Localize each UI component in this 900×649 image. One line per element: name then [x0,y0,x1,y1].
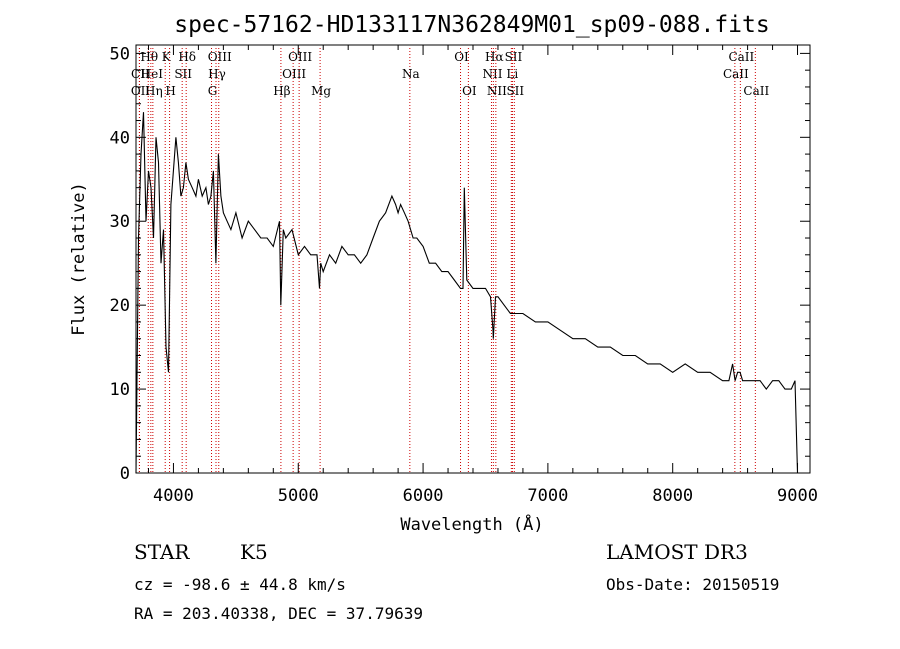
emission-lines: CIIOIIHθHeIHηKHSIIHδGHγOIIIHβOIIIOIIIMgN… [131,48,769,473]
series-line-spectrum [135,112,799,474]
observation-date: Obs-Date: 20150519 [606,575,780,594]
x-tick-label-2: 6000 [403,486,444,506]
line-label-2: Hθ [140,50,158,64]
line-label-15: Mg [311,84,331,98]
line-label-25: CaII [723,67,749,81]
line-label-16: Na [402,67,420,81]
line-label-13: OIII [282,67,306,81]
line-label-7: SII [174,67,192,81]
line-label-21: NII [487,84,507,98]
line-label-19: NII [482,67,502,81]
y-tick-label-2: 20 [110,296,130,316]
object-class: STAR [134,540,190,564]
x-tick-label-5: 9000 [777,486,818,506]
x-tick-label-1: 5000 [278,486,319,506]
line-label-11: OIII [208,50,232,64]
coordinates: RA = 203.40338, DEC = 37.79639 [134,604,423,623]
line-label-18: OI [462,84,477,98]
x-axis-label: Wavelength (Å) [400,513,543,535]
survey-name: LAMOST DR3 [606,540,748,564]
y-tick-label-0: 0 [120,464,130,484]
line-label-9: G [208,84,218,98]
line-label-12: Hβ [273,84,290,98]
line-label-10: Hγ [208,67,226,81]
spectral-subclass: K5 [240,540,268,564]
line-label-8: Hδ [178,50,196,64]
redshift-velocity: cz = -98.6 ± 44.8 km/s [134,575,346,594]
y-tick-label-4: 40 [110,128,130,148]
line-label-6: H [165,84,175,98]
line-label-22: Li [506,67,518,81]
axis-ticks: 4000 5000 6000 7000 8000 9000 0 10 20 30 40 50 [110,44,818,506]
line-label-27: CaII [743,84,769,98]
plot-frame [135,44,811,474]
y-axis-label: Flux (relative) [69,182,89,336]
x-tick-label-4: 8000 [652,486,693,506]
line-label-3: HeI [141,67,164,81]
line-label-14: OIII [288,50,312,64]
line-label-26: CaII [728,50,754,64]
line-label-4: Hη [145,84,163,98]
line-label-24: SII [506,84,524,98]
line-label-20: Hα [485,50,504,64]
y-tick-label-1: 10 [110,380,130,400]
line-label-5: K [162,50,172,64]
data-layer [135,112,799,474]
x-tick-label-3: 7000 [527,486,568,506]
x-tick-label-0: 4000 [153,486,194,506]
line-label-23: SII [505,50,523,64]
line-label-17: OI [454,50,469,64]
y-tick-label-3: 30 [110,212,130,232]
y-tick-label-5: 50 [110,44,130,64]
chart-title: spec-57162-HD133117N362849M01_sp09-088.f… [174,12,769,38]
